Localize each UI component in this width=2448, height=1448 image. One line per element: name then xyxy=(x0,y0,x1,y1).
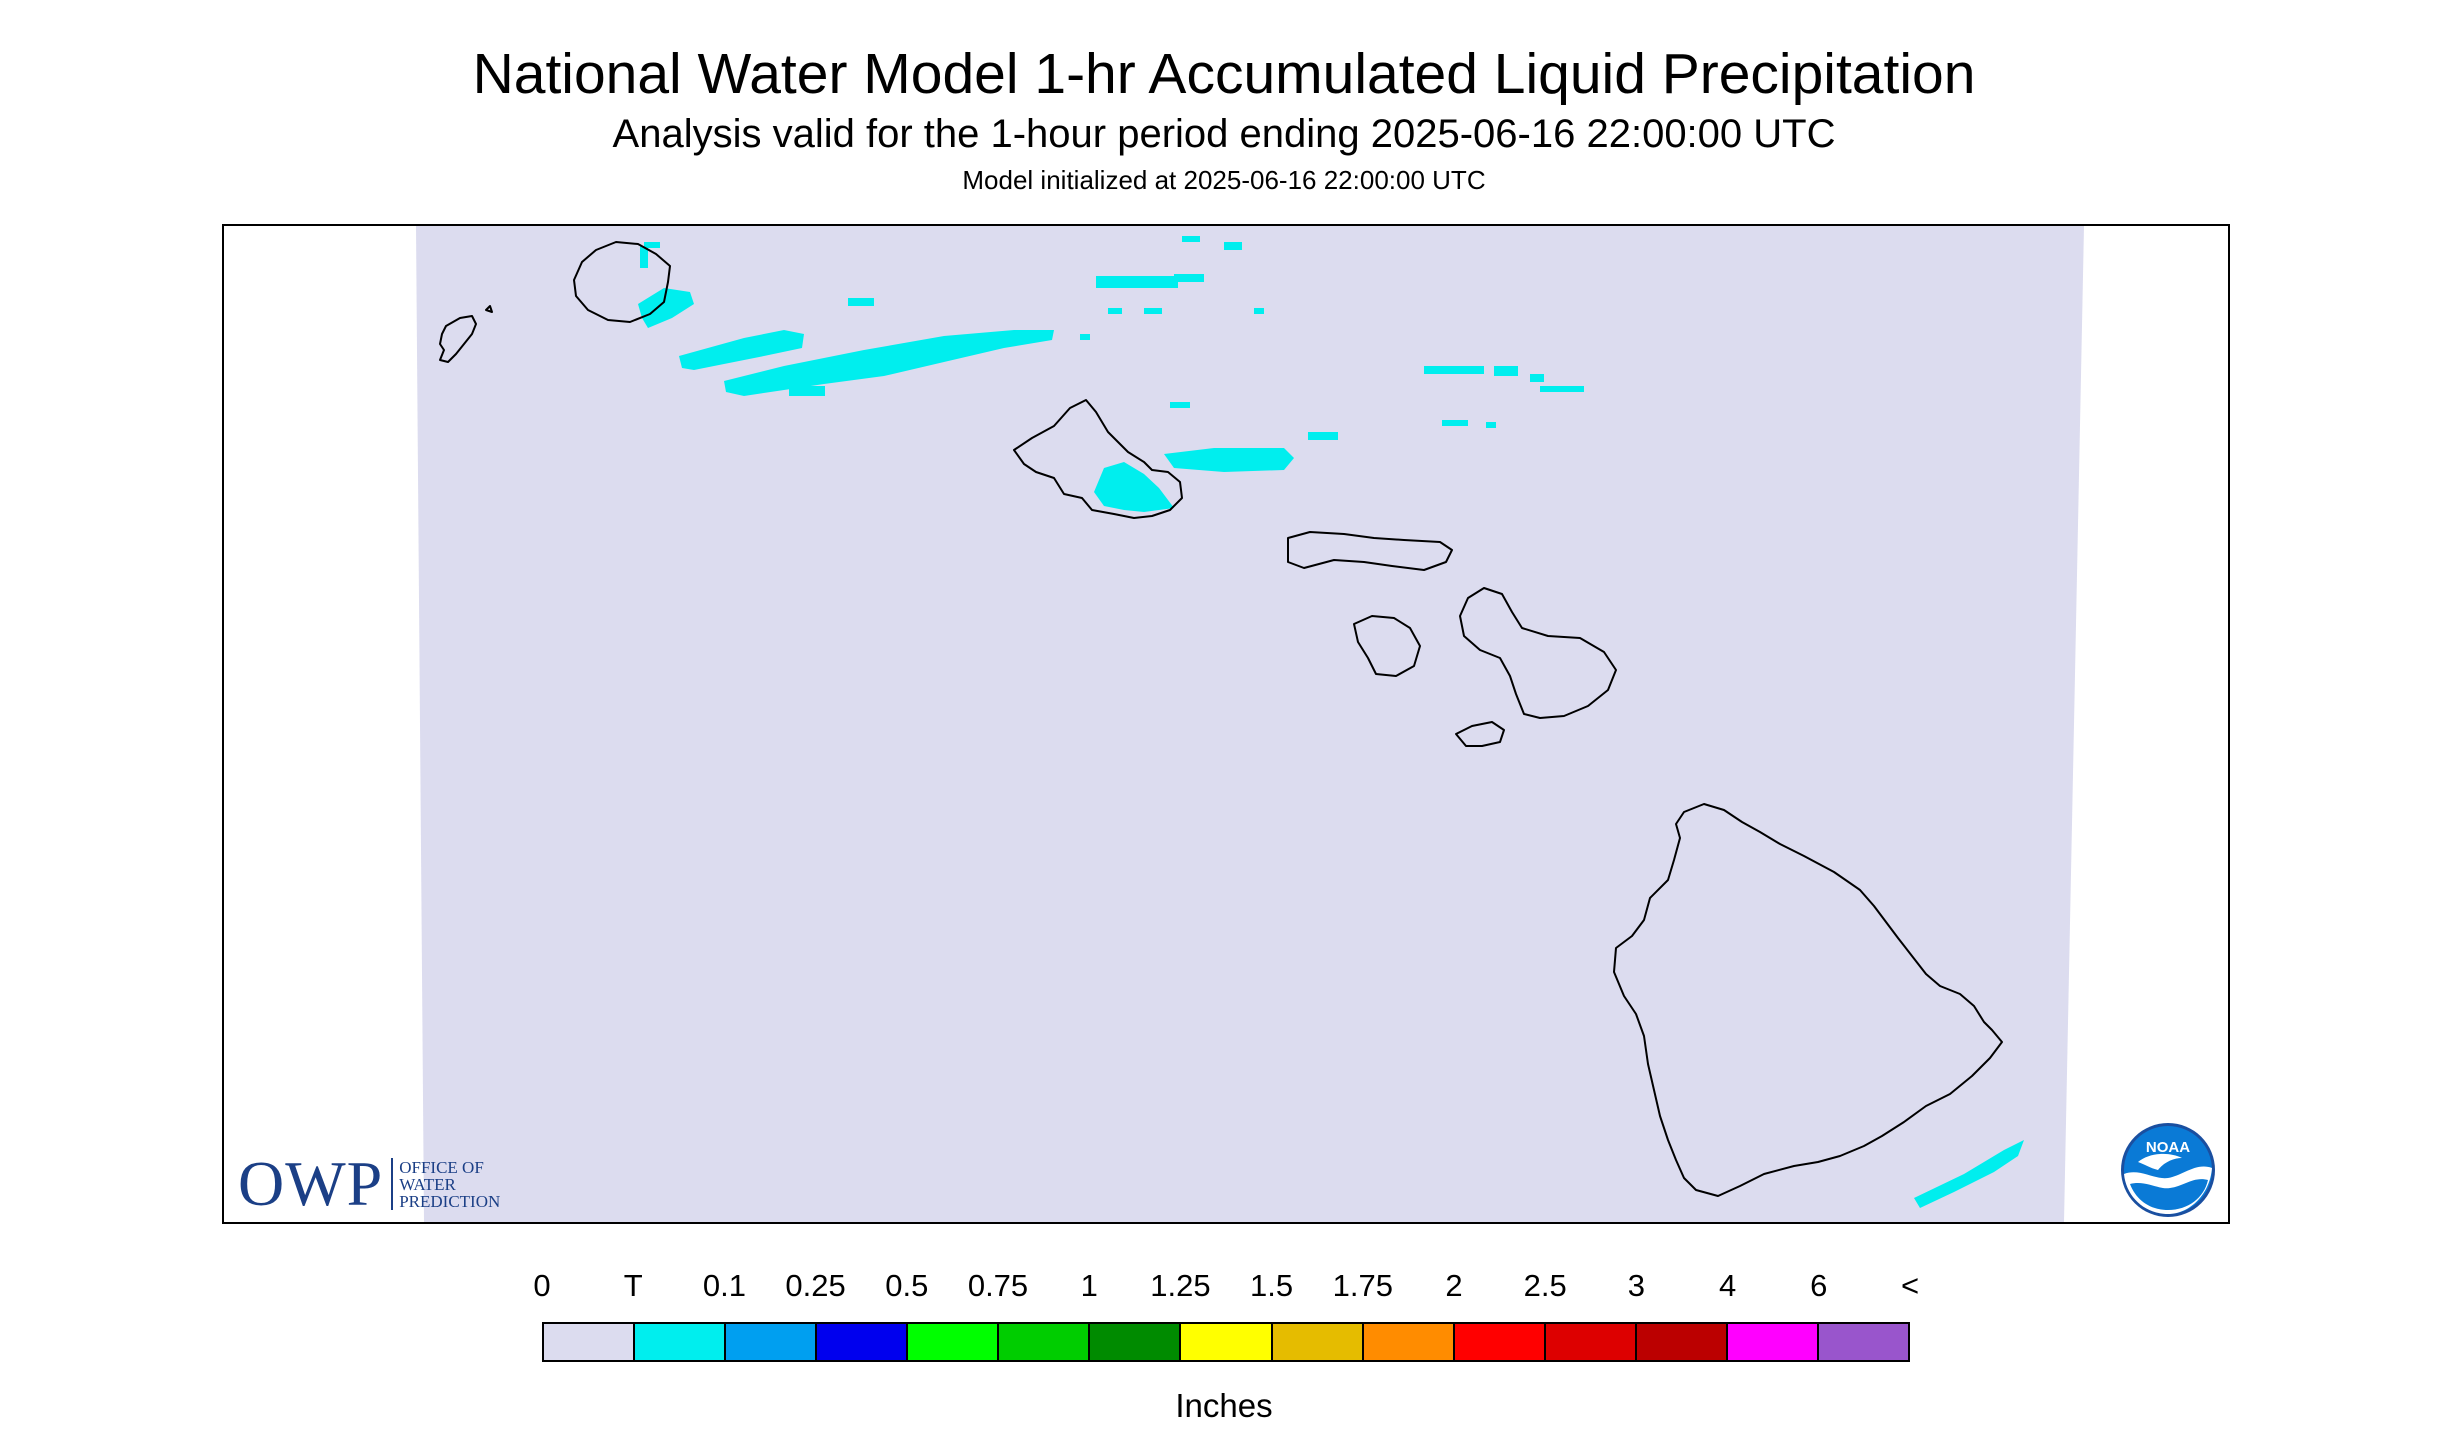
legend-swatch xyxy=(635,1324,727,1360)
legend-tick-label: 1.75 xyxy=(1332,1268,1393,1303)
owp-logo-mark: OWP xyxy=(238,1148,384,1219)
legend-units: Inches xyxy=(1175,1387,1273,1424)
map-title: National Water Model 1-hr Accumulated Li… xyxy=(472,42,1976,106)
precip-patches xyxy=(638,236,2024,1208)
legend-swatch xyxy=(1545,1324,1637,1360)
legend-swatch xyxy=(1363,1324,1455,1360)
island-oahu xyxy=(1013,399,1183,519)
map-subtitle: Analysis valid for the 1-hour period end… xyxy=(612,112,1836,156)
legend-tick-label: 4 xyxy=(1718,1268,1737,1303)
noaa-emblem-icon: NOAA xyxy=(2121,1123,2215,1217)
legend-tick-label: 0.75 xyxy=(967,1268,1029,1303)
legend-tick-label: 0.1 xyxy=(702,1268,746,1303)
legend-swatch xyxy=(1454,1324,1546,1360)
owp-logo-line: Prediction xyxy=(399,1191,501,1211)
model-init-time: Model initialized at 2025-06-16 22:00:00… xyxy=(962,165,1486,195)
map-canvas xyxy=(416,226,2084,1222)
owp-logo-divider xyxy=(391,1158,394,1210)
island-kahoolawe xyxy=(1455,721,1505,747)
data-domain-area xyxy=(416,226,2084,1222)
legend-tick-label: 2.5 xyxy=(1523,1268,1567,1303)
owp-logo: OWP Office of Water Prediction xyxy=(238,1148,500,1219)
legend-swatch xyxy=(1727,1324,1819,1360)
island-outlines xyxy=(439,241,2003,1197)
legend-tick-label: 1.25 xyxy=(1150,1268,1211,1303)
owp-logo-line: Office of xyxy=(399,1157,484,1177)
owp-logo-line: Water xyxy=(399,1174,456,1194)
legend-labels: 0 T 0.1 0.25 0.5 0.75 1 1.25 1.5 1.75 2 2.5 3 4 6 < xyxy=(0,1266,2448,1306)
legend-tick-label: 0 xyxy=(533,1268,551,1303)
island-niihau xyxy=(439,305,493,363)
legend-swatch xyxy=(1181,1324,1273,1360)
island-maui xyxy=(1459,587,1617,719)
legend-tick-label: 0.5 xyxy=(885,1268,929,1303)
island-kauai xyxy=(573,241,671,323)
legend-tick-label: 1 xyxy=(1080,1268,1098,1303)
legend-swatch xyxy=(1636,1324,1728,1360)
legend-tick-label: T xyxy=(623,1268,643,1303)
legend-tick-label: 1.5 xyxy=(1250,1268,1294,1303)
legend-swatch xyxy=(1090,1324,1182,1360)
noaa-logo-text: NOAA xyxy=(2146,1139,2190,1156)
legend-tick-label: < xyxy=(1900,1268,1920,1303)
legend-swatch xyxy=(1818,1324,1908,1360)
legend-swatch xyxy=(1272,1324,1364,1360)
island-lanai xyxy=(1353,615,1421,677)
legend-swatch xyxy=(544,1324,636,1360)
owp-logo-name: Office of Water Prediction xyxy=(399,1159,500,1210)
legend-tick-label: 2 xyxy=(1445,1268,1463,1303)
legend-swatch xyxy=(726,1324,818,1360)
legend-colorbar xyxy=(542,1322,1910,1362)
legend-swatch xyxy=(908,1324,1000,1360)
legend-tick-label: 3 xyxy=(1627,1268,1646,1303)
precipitation-map[interactable] xyxy=(222,224,2230,1224)
island-hawaii xyxy=(1613,803,2003,1197)
legend-swatch xyxy=(999,1324,1091,1360)
legend-swatch xyxy=(817,1324,909,1360)
legend-tick-label: 0.25 xyxy=(785,1268,846,1303)
legend-tick-label: 6 xyxy=(1810,1268,1828,1303)
island-molokai xyxy=(1287,531,1453,571)
